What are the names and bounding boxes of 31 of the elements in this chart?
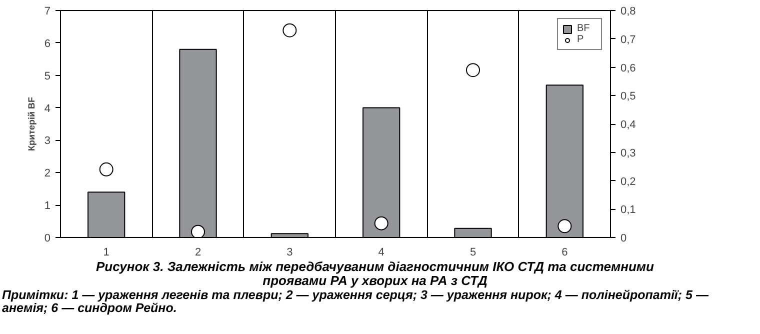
y-tick-label: 5 — [44, 70, 51, 82]
x-tick-label: 4 — [378, 246, 384, 258]
y2-tick-label: 0 — [620, 232, 627, 244]
y-tick-label: 6 — [44, 38, 51, 50]
point — [374, 216, 388, 230]
x-tick-label: 1 — [103, 246, 110, 258]
y-tick-label: 2 — [44, 168, 51, 180]
y2-tick-label: 0,1 — [620, 204, 636, 216]
y2-tick-label: 0,2 — [620, 176, 636, 188]
text: Примітки: 1 — ураження легенів та плеври; 2 — ураження серця; 3 — ураження нирок; 4 — полінейропатії; 5 — анемія; 6 — синдром Рейно. — [2, 288, 710, 316]
x-tick-label: 6 — [562, 246, 568, 258]
x-tick-label: 2 — [194, 246, 202, 258]
y2-tick-label: 0,8 — [620, 6, 636, 18]
legend-label: P — [577, 34, 585, 45]
y-tick-label: 7 — [44, 6, 51, 18]
y-tick-label: 0 — [44, 232, 51, 244]
point — [558, 219, 572, 234]
x-tick-label: 5 — [470, 246, 476, 258]
text: Рисунок 3. Залежність між передбачуваним діагностичним ІКО СТД та системними проявами РА у хворих на РА з СТД — [94, 259, 655, 289]
y-axis-title: Критерій BF — [26, 96, 36, 151]
x-tick-label: 3 — [286, 246, 293, 258]
y2-tick-label: 0,6 — [620, 62, 636, 74]
y-tick-label: 3 — [44, 135, 51, 148]
y2-tick-label: 0,3 — [620, 147, 636, 160]
legend-label: BF — [577, 23, 591, 34]
y2-tick-label: 0,5 — [620, 90, 636, 103]
y-tick-label: 4 — [44, 102, 51, 115]
y2-tick-label: 0,4 — [620, 119, 636, 131]
point — [191, 224, 205, 238]
y-tick-label: 1 — [44, 200, 51, 212]
y2-tick-label: 0,7 — [620, 34, 636, 46]
